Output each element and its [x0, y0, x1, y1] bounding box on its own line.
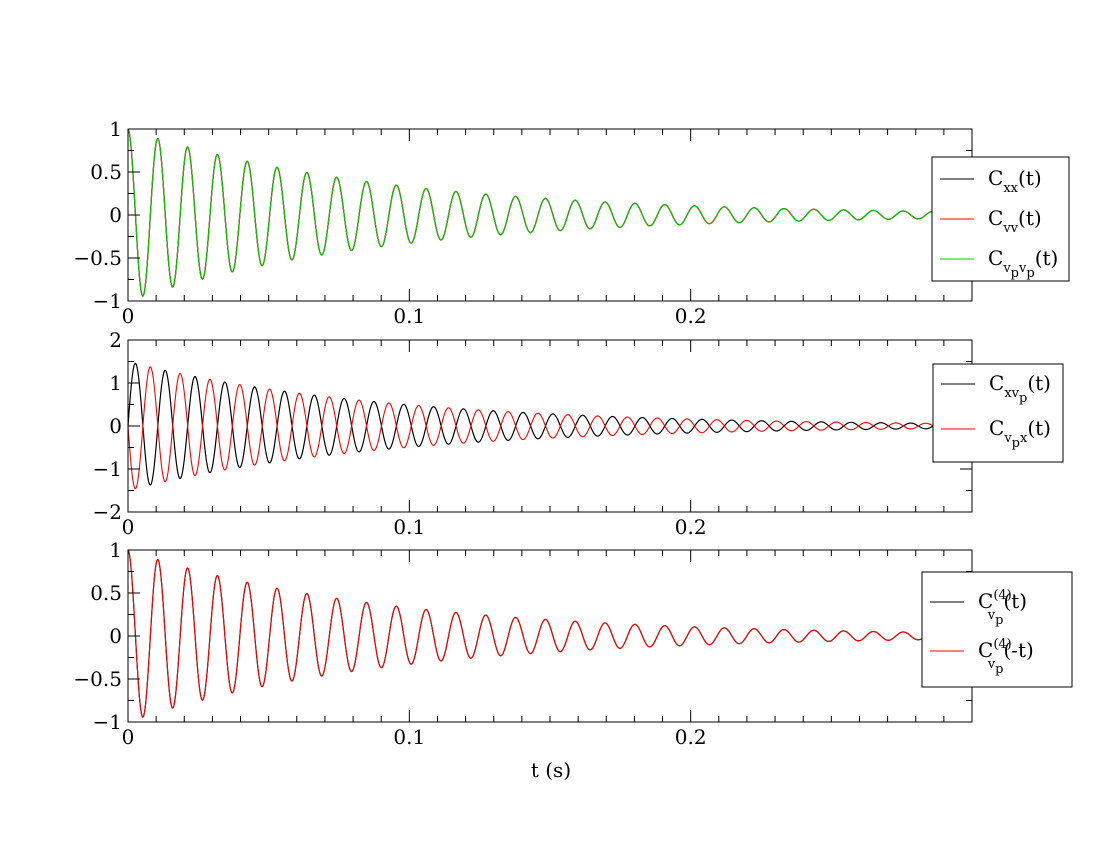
legend-label-part: p: [995, 613, 1003, 628]
legend-label-part: x: [1020, 431, 1028, 446]
x-tick-label: 0.2: [675, 515, 707, 539]
legend-label-part: xx: [1003, 181, 1018, 196]
legend-label-part: (t): [1027, 371, 1051, 395]
x-tick-label: 0.1: [393, 304, 425, 328]
y-tick-label: 1: [109, 117, 122, 141]
x-tick-label: 0.1: [393, 515, 425, 539]
legend-label-part: v: [1002, 261, 1011, 276]
y-tick-label: −0.5: [73, 246, 122, 270]
legend-label-part: (-t): [1003, 638, 1033, 662]
chart-panel-bottom: 0 0.1 0.2−1−0.500.51t (s)C(4) vp(t)C(4) vp(-…: [73, 538, 1073, 782]
legend-label-part: C: [989, 416, 1004, 440]
legend-label: Cxx(t): [988, 166, 1042, 196]
x-tick-label: 0.2: [675, 725, 707, 749]
legend-label-part: (t): [1018, 206, 1042, 230]
legend-label-part: p: [995, 662, 1003, 677]
x-axis-title: t (s): [531, 758, 571, 782]
legend-label-part: (t): [1027, 416, 1051, 440]
legend-label-part: C: [989, 371, 1004, 395]
legend-label-part: C: [978, 638, 993, 662]
series-line-0-2: [128, 129, 972, 297]
legend-label-part: C: [988, 166, 1003, 190]
legend-label: Cvpx(t): [989, 416, 1051, 451]
x-tick-label: 0.1: [393, 725, 425, 749]
x-tick-label: 0: [122, 725, 135, 749]
legend: Cxvp(t)Cvpx(t): [932, 363, 1064, 463]
legend-label-part: xv: [1004, 386, 1019, 401]
legend-label-part: p: [1026, 266, 1034, 281]
legend-label-part: C: [988, 206, 1003, 230]
legend-label-part: (t): [1003, 589, 1027, 613]
legend-label-part: (4): [993, 637, 1011, 652]
legend-label: C(4) vp(-t): [978, 637, 1034, 677]
y-tick-label: 1: [109, 538, 122, 562]
y-tick-label: 0.5: [90, 160, 122, 184]
legend-label: Cxvp(t): [989, 371, 1051, 406]
legend-label: Cvpvp(t): [988, 246, 1058, 281]
y-tick-label: 0: [109, 624, 122, 648]
x-tick-label: 0.2: [675, 304, 707, 328]
legend-label: Cvv(t): [988, 206, 1042, 236]
legend-label-part: p: [1011, 266, 1019, 281]
legend-label: C(4) vp(t): [978, 588, 1027, 628]
y-tick-label: 0: [109, 203, 122, 227]
y-tick-label: 0.5: [90, 581, 122, 605]
x-tick-label: 0: [122, 304, 135, 328]
legend-box: [921, 571, 1073, 688]
y-tick-label: −1: [93, 710, 122, 734]
legend-label-part: C: [988, 246, 1003, 270]
legend-box: [932, 363, 1064, 463]
y-tick-label: 2: [109, 328, 122, 352]
legend-label-part: (t): [1035, 246, 1059, 270]
series-line-1-0: [128, 362, 972, 486]
plot-frame: [127, 339, 973, 513]
legend-label-part: (4): [993, 588, 1011, 603]
legend-label-part: v: [987, 657, 996, 672]
series-line-2-1: [128, 550, 972, 718]
legend-label-part: v: [1018, 261, 1027, 276]
legend-label-part: v: [987, 608, 996, 623]
legend-label-part: p: [1012, 436, 1020, 451]
legend-label-part: vv: [1002, 221, 1018, 236]
x-tick-label: 0: [122, 515, 135, 539]
y-tick-label: 1: [109, 371, 122, 395]
legend-label-part: (t): [1018, 166, 1042, 190]
legend: C(4) vp(t)C(4) vp(-t): [921, 571, 1073, 688]
y-tick-label: −0.5: [73, 667, 122, 691]
legend-label-part: v: [1003, 431, 1012, 446]
series-line-1-1: [128, 366, 972, 490]
y-tick-label: −2: [93, 500, 122, 524]
y-tick-label: −1: [93, 289, 122, 313]
legend: Cxx(t)Cvv(t)Cvpvp(t): [931, 156, 1070, 282]
legend-label-part: p: [1019, 391, 1027, 406]
legend-label-part: C: [978, 589, 993, 613]
y-tick-label: −1: [93, 457, 122, 481]
y-tick-label: 0: [109, 414, 122, 438]
